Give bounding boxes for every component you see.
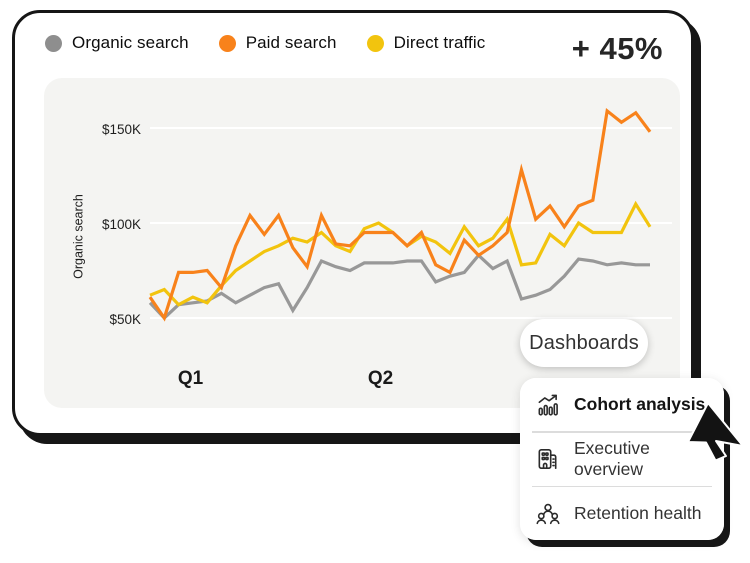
- legend-item-direct-traffic: Direct traffic: [366, 33, 486, 53]
- dashboards-button[interactable]: Dashboards: [520, 319, 648, 367]
- chart-legend: Organic search Paid search Direct traffi…: [45, 33, 485, 53]
- menu-item-label: Retention health: [574, 503, 702, 523]
- dashboards-button-label: Dashboards: [529, 331, 639, 354]
- menu-item-cohort-analysis[interactable]: Cohort analysis: [520, 378, 724, 431]
- paid-search-dot-icon: [218, 34, 236, 52]
- cohort-analysis-icon: [535, 392, 561, 418]
- legend-item-paid-search: Paid search: [218, 33, 337, 53]
- y-tick-label: $50K: [109, 312, 141, 327]
- menu-item-label: Executive overview: [574, 438, 650, 479]
- x-tick-label: Q1: [177, 368, 204, 389]
- y-tick-label: $100K: [101, 217, 141, 232]
- organic-search-dot-icon: [45, 34, 62, 52]
- legend-label: Paid search: [245, 33, 337, 52]
- menu-item-retention-health[interactable]: Retention health: [520, 487, 724, 540]
- executive-overview-icon: [535, 446, 561, 472]
- growth-badge: + 45%: [571, 31, 663, 66]
- y-tick-label: $150K: [101, 122, 141, 137]
- x-tick-label: Q2: [367, 368, 394, 389]
- menu-divider: [532, 485, 712, 487]
- y-axis-title: Organic search: [71, 194, 86, 279]
- dashboards-menu: Cohort analysis Executive overview: [520, 378, 724, 540]
- legend-item-organic-search: Organic search: [45, 33, 189, 53]
- menu-divider: [532, 431, 712, 433]
- legend-label: Direct traffic: [393, 33, 486, 52]
- legend-label: Organic search: [72, 33, 189, 52]
- menu-item-label: Cohort analysis: [574, 394, 706, 414]
- analytics-card: Organic search Paid search Direct traffi…: [12, 10, 694, 436]
- menu-item-executive-overview[interactable]: Executive overview: [520, 432, 724, 486]
- direct-traffic-dot-icon: [366, 34, 384, 52]
- retention-health-icon: [535, 501, 561, 527]
